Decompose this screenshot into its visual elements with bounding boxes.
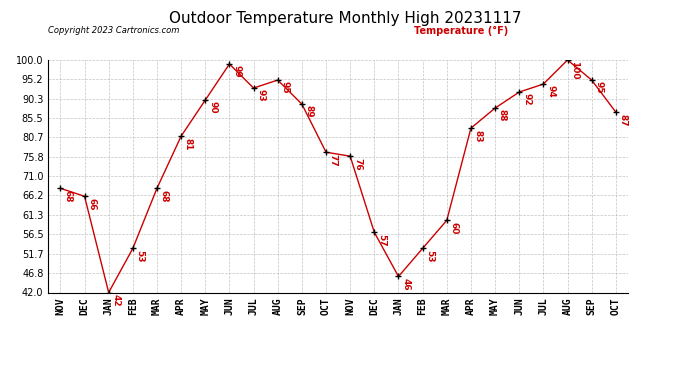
Text: Outdoor Temperature Monthly High 20231117: Outdoor Temperature Monthly High 2023111… (169, 11, 521, 26)
Text: 68: 68 (63, 190, 72, 202)
Text: 53: 53 (136, 250, 145, 262)
Text: 100: 100 (571, 62, 580, 80)
Text: 99: 99 (233, 65, 241, 78)
Text: 93: 93 (257, 90, 266, 102)
Text: 92: 92 (522, 93, 531, 106)
Text: 83: 83 (474, 129, 483, 142)
Text: 66: 66 (88, 198, 97, 210)
Text: 95: 95 (595, 81, 604, 94)
Text: 89: 89 (305, 105, 314, 118)
Text: 68: 68 (160, 190, 169, 202)
Text: 77: 77 (329, 154, 338, 166)
Text: 57: 57 (377, 234, 386, 246)
Text: Temperature (°F): Temperature (°F) (414, 26, 509, 36)
Text: 76: 76 (353, 158, 362, 170)
Text: 95: 95 (281, 81, 290, 94)
Text: 94: 94 (546, 86, 555, 98)
Text: Copyright 2023 Cartronics.com: Copyright 2023 Cartronics.com (48, 26, 179, 35)
Text: 53: 53 (426, 250, 435, 262)
Text: 90: 90 (208, 102, 217, 114)
Text: 60: 60 (450, 222, 459, 234)
Text: 46: 46 (402, 278, 411, 291)
Text: 81: 81 (184, 138, 193, 150)
Text: 87: 87 (619, 114, 628, 126)
Text: 42: 42 (112, 294, 121, 306)
Text: 88: 88 (498, 110, 507, 122)
